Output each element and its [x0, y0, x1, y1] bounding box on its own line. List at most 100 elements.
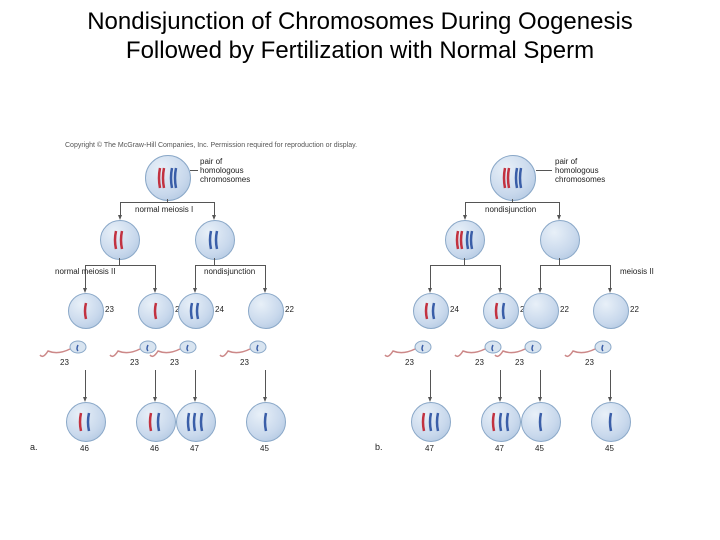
egg-count: 24 — [450, 305, 459, 314]
zygote-count: 46 — [150, 444, 159, 453]
label-homologous-b: pair ofhomologouschromosomes — [555, 158, 605, 184]
chromosome-icon — [196, 221, 234, 259]
arrow-icon — [214, 202, 215, 216]
pointer-line — [536, 170, 552, 171]
chromosome-icon — [179, 294, 213, 328]
label-meiosis-i: normal meiosis I — [135, 206, 193, 215]
label-homologous-a: pair ofhomologouschromosomes — [200, 158, 250, 184]
zygote-count: 45 — [260, 444, 269, 453]
arrow-icon — [155, 370, 156, 398]
sperm-count: 23 — [170, 358, 179, 367]
arrow-icon — [610, 370, 611, 398]
chromosome-icon — [414, 294, 448, 328]
label-meiosis-ii-b: meiosis II — [620, 268, 654, 277]
cell-mid-b-right — [540, 220, 580, 260]
zygote-a-1 — [66, 402, 106, 442]
egg-b-2 — [483, 293, 519, 329]
branch-line — [430, 265, 500, 266]
arrow-icon — [85, 370, 86, 398]
page-title: Nondisjunction of Chromosomes During Oog… — [0, 0, 720, 66]
egg-count: 22 — [630, 305, 639, 314]
chromosome-icon — [101, 221, 139, 259]
branch-line — [195, 265, 265, 266]
zygote-a-2 — [136, 402, 176, 442]
arrow-icon — [500, 265, 501, 289]
arrow-icon — [465, 202, 466, 216]
arrow-icon — [265, 370, 266, 398]
egg-b-3 — [523, 293, 559, 329]
arrow-icon — [500, 370, 501, 398]
sperm-count: 23 — [475, 358, 484, 367]
egg-a-1 — [68, 293, 104, 329]
pointer-line — [190, 170, 198, 171]
egg-a-2 — [138, 293, 174, 329]
zygote-count: 47 — [190, 444, 199, 453]
zygote-b-1 — [411, 402, 451, 442]
sperm-count: 23 — [240, 358, 249, 367]
zygote-b-4 — [591, 402, 631, 442]
arrow-icon — [265, 265, 266, 289]
chromosome-icon — [69, 294, 103, 328]
cell-top-b — [490, 155, 536, 201]
chromosome-icon — [491, 156, 535, 200]
arrow-icon — [540, 370, 541, 398]
zygote-count: 45 — [535, 444, 544, 453]
branch-line — [464, 258, 465, 266]
sperm-count: 23 — [405, 358, 414, 367]
egg-count: 22 — [285, 305, 294, 314]
branch-line — [559, 258, 560, 266]
diagram-container: pair ofhomologouschromosomes normal meio… — [0, 140, 720, 520]
arrow-icon — [195, 265, 196, 289]
cell-top-a — [145, 155, 191, 201]
branch-line — [167, 199, 168, 203]
cell-mid-b-left — [445, 220, 485, 260]
arrow-icon — [559, 202, 560, 216]
zygote-b-2 — [481, 402, 521, 442]
zygote-b-3 — [521, 402, 561, 442]
zygote-a-3 — [176, 402, 216, 442]
egg-count: 22 — [560, 305, 569, 314]
arrow-icon — [540, 265, 541, 289]
zygote-count: 47 — [425, 444, 434, 453]
cell-mid-a-right — [195, 220, 235, 260]
chromosome-icon — [412, 403, 450, 441]
egg-count: 23 — [105, 305, 114, 314]
branch-line — [85, 265, 155, 266]
chromosome-icon — [137, 403, 175, 441]
chromosome-icon — [446, 221, 484, 259]
chromosome-icon — [247, 403, 285, 441]
arrow-icon — [610, 265, 611, 289]
zygote-count: 46 — [80, 444, 89, 453]
chromosome-icon — [67, 403, 105, 441]
arrow-icon — [120, 202, 121, 216]
cell-mid-a-left — [100, 220, 140, 260]
chromosome-icon — [522, 403, 560, 441]
sperm-count: 23 — [130, 358, 139, 367]
branch-line — [119, 258, 120, 266]
chromosome-icon — [139, 294, 173, 328]
branch-line — [540, 265, 610, 266]
arrow-icon — [430, 370, 431, 398]
chromosome-icon — [484, 294, 518, 328]
arrow-icon — [430, 265, 431, 289]
sperm-count: 23 — [60, 358, 69, 367]
sperm-count: 23 — [585, 358, 594, 367]
egg-a-4 — [248, 293, 284, 329]
arrow-icon — [155, 265, 156, 289]
egg-b-1 — [413, 293, 449, 329]
panel-b-letter: b. — [375, 442, 383, 452]
panel-a-letter: a. — [30, 442, 38, 452]
zygote-count: 45 — [605, 444, 614, 453]
sperm-count: 23 — [515, 358, 524, 367]
egg-a-3 — [178, 293, 214, 329]
arrow-icon — [195, 370, 196, 398]
label-meiosis-ii-left: normal meiosis II — [55, 268, 115, 277]
chromosome-icon — [482, 403, 520, 441]
egg-count: 24 — [215, 305, 224, 314]
branch-line — [214, 258, 215, 266]
chromosome-icon — [146, 156, 190, 200]
chromosome-icon — [592, 403, 630, 441]
chromosome-icon — [177, 403, 215, 441]
egg-b-4 — [593, 293, 629, 329]
label-nondisjunction-b: nondisjunction — [485, 206, 536, 215]
